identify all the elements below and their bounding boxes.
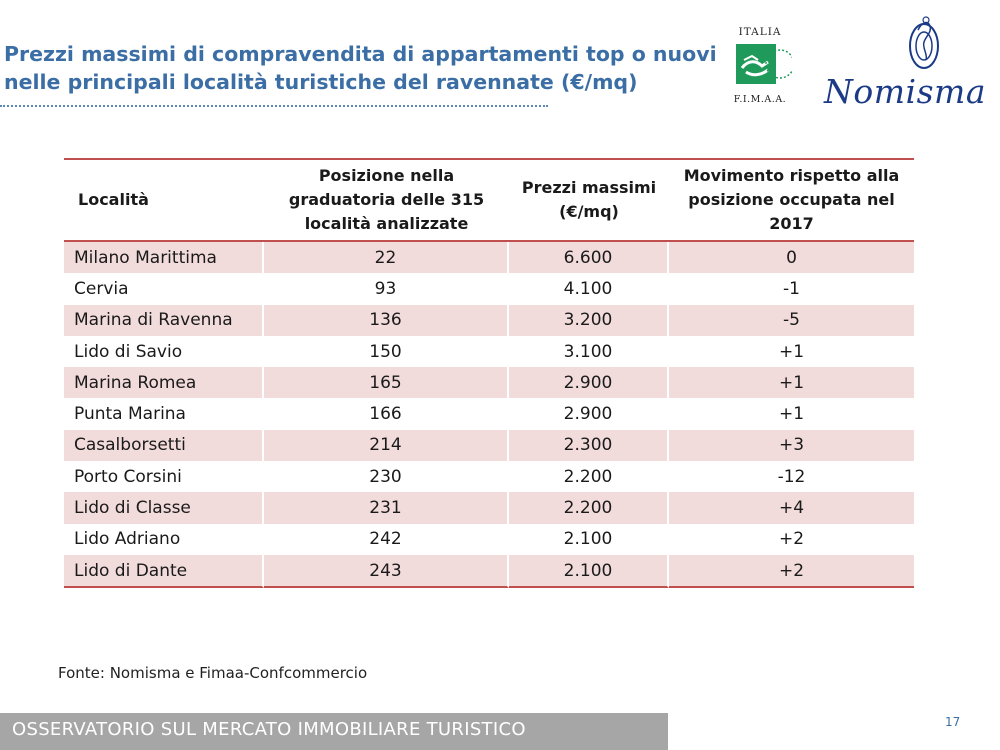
cell-posizione: 166: [264, 398, 509, 430]
cell-localita: Lido Adriano: [64, 523, 264, 555]
cell-localita: Milano Marittima: [64, 242, 264, 274]
cell-localita: Casalborsetti: [64, 429, 264, 462]
cell-movimento: +1: [669, 335, 914, 368]
cell-prezzo: 2.100: [509, 554, 669, 589]
cell-posizione: 93: [264, 273, 509, 305]
table-row: Casalborsetti 214 2.300 +3: [64, 429, 914, 462]
cell-posizione: 214: [264, 429, 509, 462]
cell-prezzo: 2.900: [509, 367, 669, 399]
cell-posizione: 230: [264, 461, 509, 493]
cell-localita: Marina di Ravenna: [64, 304, 264, 336]
cell-movimento: +2: [669, 523, 914, 555]
fimaa-logo-top-text: ITALIA: [738, 26, 782, 38]
cell-movimento: -1: [669, 273, 914, 305]
cell-movimento: -12: [669, 461, 914, 493]
footer-title: OSSERVATORIO SUL MERCATO IMMOBILIARE TUR…: [12, 719, 526, 740]
cell-movimento: +1: [669, 367, 914, 399]
page-number: 17: [945, 715, 961, 729]
cell-prezzo: 3.200: [509, 304, 669, 336]
table-row: Lido di Dante 243 2.100 +2: [64, 554, 914, 589]
cell-localita: Lido di Savio: [64, 335, 264, 368]
prices-table: Località Posizione nella graduatoria del…: [64, 158, 914, 589]
fimaa-logo-bottom-text: F.I.M.A.A.: [733, 94, 787, 105]
cell-movimento: +4: [669, 492, 914, 524]
cell-prezzo: 2.200: [509, 492, 669, 524]
table-row: Cervia 93 4.100 -1: [64, 273, 914, 305]
cell-posizione: 242: [264, 523, 509, 555]
nomisma-wordmark: Nomisma: [824, 72, 986, 111]
header-movimento: Movimento rispetto alla posizione occupa…: [669, 158, 914, 242]
nomisma-seal-icon: [909, 16, 939, 69]
cell-prezzo: 4.100: [509, 273, 669, 305]
handshake-icon: [736, 44, 792, 84]
cell-prezzo: 3.100: [509, 335, 669, 368]
cell-posizione: 231: [264, 492, 509, 524]
table-row: Porto Corsini 230 2.200 -12: [64, 461, 914, 493]
cell-movimento: +2: [669, 554, 914, 589]
cell-localita: Porto Corsini: [64, 461, 264, 493]
table-header-row: Località Posizione nella graduatoria del…: [64, 158, 914, 242]
cell-movimento: +3: [669, 429, 914, 462]
table-row: Lido di Classe 231 2.200 +4: [64, 492, 914, 524]
table-row: Milano Marittima 22 6.600 0: [64, 242, 914, 274]
table-row: Lido Adriano 242 2.100 +2: [64, 523, 914, 555]
cell-prezzo: 2.300: [509, 429, 669, 462]
cell-prezzo: 2.100: [509, 523, 669, 555]
table-row: Lido di Savio 150 3.100 +1: [64, 335, 914, 368]
cell-localita: Cervia: [64, 273, 264, 305]
table-row: Marina di Ravenna 136 3.200 -5: [64, 304, 914, 336]
cell-localita: Marina Romea: [64, 367, 264, 399]
cell-posizione: 150: [264, 335, 509, 368]
cell-posizione: 136: [264, 304, 509, 336]
fimaa-logo: ITALIA F.I.M.A.A.: [728, 26, 798, 110]
header-posizione: Posizione nella graduatoria delle 315 lo…: [264, 158, 509, 242]
cell-movimento: -5: [669, 304, 914, 336]
header-prezzi: Prezzi massimi (€/mq): [509, 158, 669, 242]
cell-prezzo: 2.900: [509, 398, 669, 430]
table-row: Marina Romea 165 2.900 +1: [64, 367, 914, 399]
cell-prezzo: 6.600: [509, 242, 669, 274]
slide-title: Prezzi massimi di compravendita di appar…: [4, 42, 717, 94]
cell-posizione: 243: [264, 554, 509, 589]
cell-posizione: 165: [264, 367, 509, 399]
title-divider: [0, 105, 548, 107]
cell-posizione: 22: [264, 242, 509, 274]
cell-localita: Lido di Classe: [64, 492, 264, 524]
cell-localita: Punta Marina: [64, 398, 264, 430]
table-row: Punta Marina 166 2.900 +1: [64, 398, 914, 430]
header-localita: Località: [64, 158, 264, 242]
footer-band: OSSERVATORIO SUL MERCATO IMMOBILIARE TUR…: [0, 713, 668, 750]
cell-prezzo: 2.200: [509, 461, 669, 493]
cell-localita: Lido di Dante: [64, 554, 264, 589]
cell-movimento: 0: [669, 242, 914, 274]
nomisma-logo: Nomisma: [820, 14, 990, 111]
cell-movimento: +1: [669, 398, 914, 430]
source-note: Fonte: Nomisma e Fimaa-Confcommercio: [58, 664, 368, 682]
